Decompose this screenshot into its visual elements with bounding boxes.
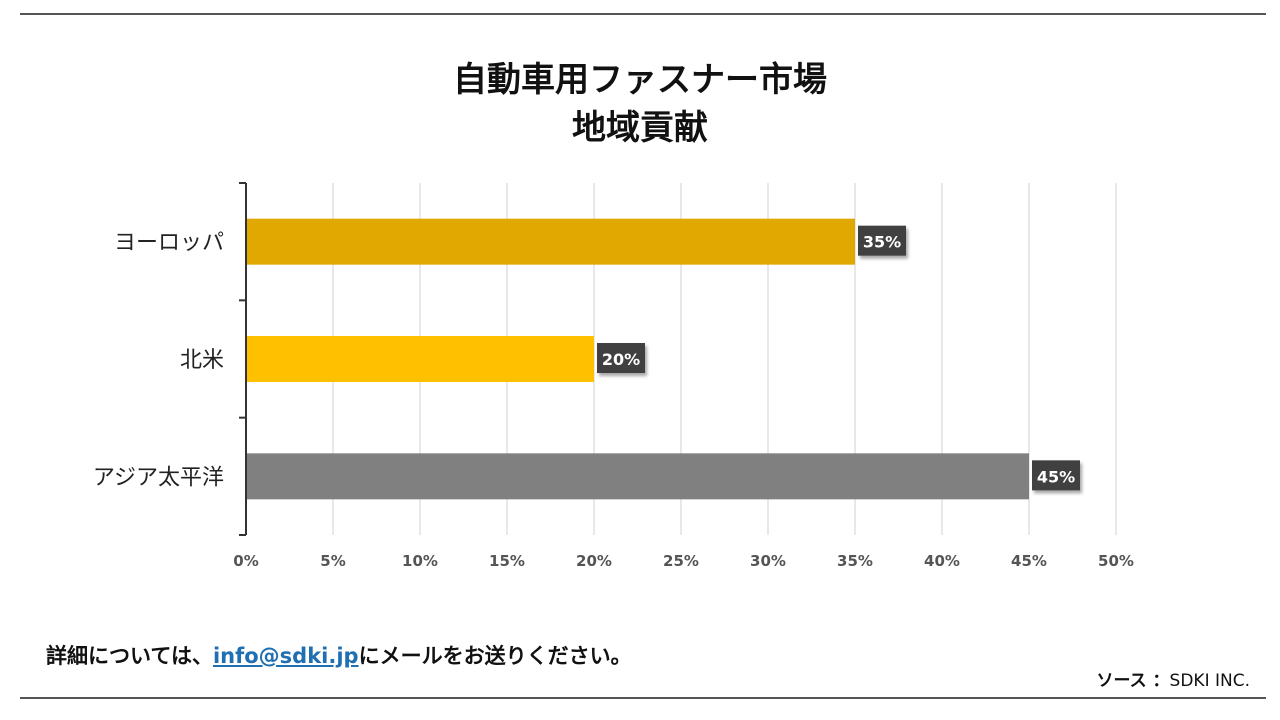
x-tick-label-35: 35% [837,552,873,570]
data-label-box-2 [1032,460,1080,491]
x-tick-label-10: 10% [402,552,438,570]
bar-1 [247,336,594,382]
category-label-0: ヨーロッパ [114,231,224,256]
x-tick-label-25: 25% [663,552,699,570]
footer-suffix: にメールをお送りください。 [358,644,632,668]
email-link[interactable]: info@sdki.jp [212,644,359,668]
data-label-box-0 [858,225,906,256]
x-tick-label-20: 20% [576,552,612,570]
data-label-box-1 [597,343,645,373]
top-rule [20,13,1266,15]
category-label-1: 北米 [180,348,224,373]
x-tick-label-50: 50% [1098,552,1134,570]
x-tick-label-40: 40% [924,552,960,570]
bar-2 [247,453,1029,500]
category-label-2: アジア太平洋 [93,465,224,490]
bar-0 [247,218,855,265]
x-tick-label-0: 0% [233,552,258,570]
source-note: ソース ：SDKI INC. [1096,666,1250,691]
data-label-0: 35% [863,233,901,252]
data-label-2: 45% [1037,467,1075,486]
bottom-rule [20,697,1266,699]
source-value: SDKI INC. [1169,671,1250,691]
source-label: ソース ： [1096,671,1170,691]
x-tick-label-5: 5% [320,552,345,570]
data-label-1: 20% [602,350,640,369]
x-tick-label-30: 30% [750,552,786,570]
chart-title: 自動車用ファスナー市場 [453,60,827,100]
footer-prefix: 詳細については、 [46,644,213,668]
x-tick-label-45: 45% [1011,552,1047,570]
footer-note: 詳細については、info@sdki.jpにメールをお送りください。 [46,640,632,670]
chart-subtitle: 地域貢献 [572,108,708,148]
x-tick-label-15: 15% [489,552,525,570]
